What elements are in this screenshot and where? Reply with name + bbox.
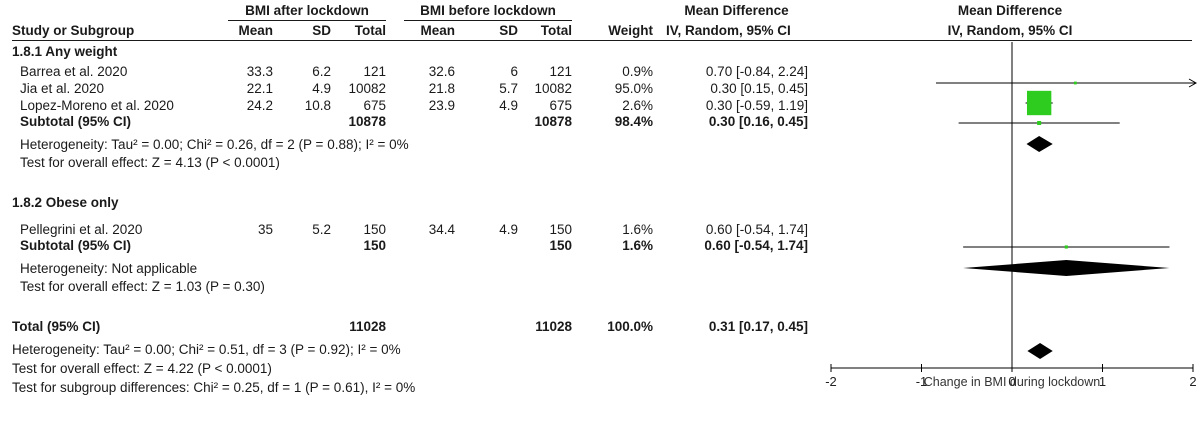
weight: 1.6% [622,222,653,237]
sd-after: 10.8 [304,98,331,113]
sd-before: 4.9 [499,222,518,237]
group-before-header: BMI before lockdown [420,3,556,18]
x-axis-label: Change in BMI during lockdown [923,375,1101,389]
col-total1: Total [354,23,386,38]
plot-method: IV, Random, 95% CI [947,23,1073,38]
study-weight-square [1064,245,1068,249]
subgroup-differences-text: Test for subgroup differences: Chi² = 0.… [12,380,416,395]
x-tick-label: -1 [916,374,928,389]
sd-before: 6 [510,64,518,79]
plot-header-title: Mean Difference [957,3,1063,18]
overall-effect-text: Test for overall effect: Z = 1.03 (P = 0… [20,279,265,294]
col-sd1: SD [312,23,331,38]
mean-after: 35 [257,222,273,237]
study-name: Jia et al. 2020 [20,81,105,96]
subtotal-total-before: 150 [549,238,572,253]
subtotal-total-after: 150 [363,238,386,253]
x-tick-label: 2 [1189,374,1196,389]
sd-after: 4.9 [312,81,331,96]
mean-diff-ci: 0.30 [-0.59, 1.19] [705,98,808,113]
total-overall-effect-text: Test for overall effect: Z = 4.22 (P < 0… [12,361,272,376]
study-name: Lopez-Moreno et al. 2020 [20,98,174,113]
subgroup-title: 1.8.1 Any weight [12,44,118,59]
grand-total-ci: 0.31 [0.17, 0.45] [708,319,808,334]
total-before: 150 [549,222,572,237]
sd-after: 5.2 [312,222,331,237]
sd-after: 6.2 [312,64,331,79]
subtotal-total-before: 10878 [534,114,572,129]
weight: 95.0% [614,81,653,96]
total-before: 121 [549,64,572,79]
md-header-title: Mean Difference [684,3,789,18]
sd-before: 4.9 [499,98,518,113]
total-before: 675 [549,98,572,113]
grand-total-after: 11028 [349,319,386,334]
heterogeneity-text: Heterogeneity: Not applicable [20,261,198,276]
heterogeneity-text: Heterogeneity: Tau² = 0.00; Chi² = 0.26,… [20,137,409,152]
overall-effect-text: Test for overall effect: Z = 4.13 (P < 0… [20,155,280,170]
header-bottom-rule [12,40,1192,41]
study-weight-square [1073,81,1077,85]
subtotal-label: Subtotal (95% CI) [20,114,132,129]
pooled-diamond [1026,136,1053,152]
subtotal-ci: 0.60 [-0.54, 1.74] [704,238,808,253]
subtotal-weight: 1.6% [622,238,653,253]
mean-before: 34.4 [428,222,455,237]
subtotal-ci: 0.30 [0.16, 0.45] [708,114,808,129]
col-study: Study or Subgroup [12,23,135,38]
col-method: IV, Random, 95% CI [666,23,791,38]
total-heterogeneity-text: Heterogeneity: Tau² = 0.00; Chi² = 0.51,… [12,342,401,357]
col-weight: Weight [608,23,653,38]
col-mean1: Mean [238,23,273,38]
grand-total-weight: 100.0% [607,319,653,334]
study-weight-square [1026,90,1052,116]
mean-before: 23.9 [428,98,455,113]
x-tick-label: 1 [1099,374,1106,389]
mean-before: 21.8 [428,81,455,96]
total-after: 121 [363,64,386,79]
mean-before: 32.6 [428,64,455,79]
subgroup-title: 1.8.2 Obese only [12,195,119,210]
weight: 2.6% [622,98,653,113]
group-after-header: BMI after lockdown [245,3,369,18]
mean-after: 33.3 [246,64,273,79]
mean-diff-ci: 0.60 [-0.54, 1.74] [705,222,808,237]
header-group-rule-before [404,20,572,21]
x-tick-label: 0 [1008,374,1015,389]
pooled-diamond [1027,343,1053,359]
mean-diff-ci: 0.70 [-0.84, 2.24] [705,64,808,79]
grand-total-before: 11028 [535,319,572,334]
header-group-rule-after [228,20,386,21]
total-label: Total (95% CI) [12,319,101,334]
total-after: 10082 [348,81,386,96]
study-name: Pellegrini et al. 2020 [20,222,143,237]
sd-before: 5.7 [499,81,518,96]
ci-arrow [1188,78,1198,88]
total-after: 150 [363,222,386,237]
study-weight-square [1037,120,1042,126]
subtotal-label: Subtotal (95% CI) [20,238,132,253]
col-total2: Total [540,23,572,38]
subtotal-weight: 98.4% [614,114,653,129]
x-tick-label: -2 [825,374,837,389]
pooled-diamond [963,260,1170,276]
total-after: 675 [363,98,386,113]
col-mean2: Mean [420,23,455,38]
study-name: Barrea et al. 2020 [20,64,128,79]
col-sd2: SD [499,23,518,38]
weight: 0.9% [622,64,653,79]
mean-after: 22.1 [246,81,273,96]
mean-after: 24.2 [246,98,273,113]
total-before: 10082 [534,81,572,96]
subtotal-total-after: 10878 [348,114,386,129]
mean-diff-ci: 0.30 [0.15, 0.45] [710,81,808,96]
